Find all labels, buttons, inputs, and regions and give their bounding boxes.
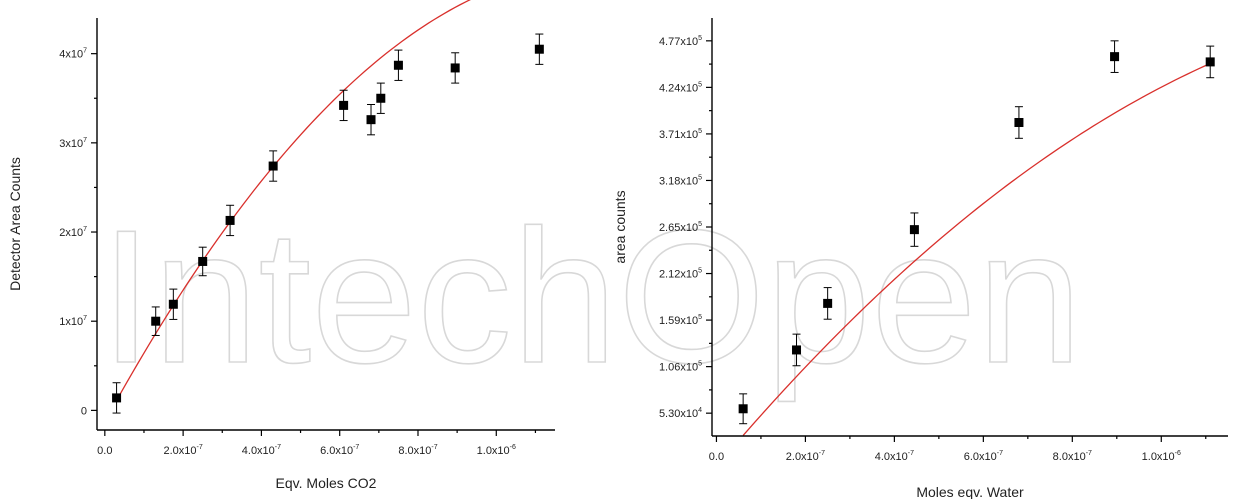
fit-curve: [116, 0, 471, 401]
data-point: [225, 215, 235, 225]
data-point: [792, 345, 802, 355]
y-tick-label: 2x107: [59, 226, 87, 239]
y-tick-label: 4.24x105: [659, 81, 702, 94]
x-tick-label: 1.0x10-6: [477, 444, 516, 457]
x-tick-label: 6.0x10-7: [964, 450, 1003, 463]
x-axis-title: Moles eqv. Water: [916, 484, 1024, 499]
data-point: [534, 44, 544, 54]
x-tick-label: 2.0x10-7: [786, 450, 825, 463]
chart-panel-left: 0.0 2.0x10-7 4.0x10-7 6.0x10-7 8.0x10-7 1.0x1…: [7, 0, 555, 491]
data-point: [376, 93, 386, 103]
data-point: [339, 100, 349, 110]
x-tick-label: 2.0x10-7: [163, 444, 202, 457]
y-tick-label: 3.71x105: [659, 128, 702, 141]
data-point: [268, 161, 278, 171]
data-point: [738, 404, 748, 414]
y-tick-label: 2.65x105: [659, 221, 702, 234]
x-tick-label: 4.0x10-7: [875, 450, 914, 463]
fit-curve: [742, 62, 1211, 436]
x-tick-label: 0.0: [709, 451, 724, 463]
y-axis-title: area counts: [612, 190, 628, 263]
data-point: [1110, 52, 1120, 62]
watermark-text: IntechOpen: [100, 191, 1082, 403]
data-point: [1205, 57, 1215, 67]
data-point: [198, 256, 208, 266]
x-tick-label: 1.0x10-6: [1142, 450, 1181, 463]
y-tick-label: 4x107: [59, 48, 87, 61]
data-point: [393, 60, 403, 70]
data-point: [823, 298, 833, 308]
y-tick-label: 4.77x105: [659, 35, 702, 48]
x-tick-label: 8.0x10-7: [398, 444, 437, 457]
x-tick-label: 6.0x10-7: [320, 444, 359, 457]
chart-panel-right: 0.0 2.0x10-7 4.0x10-7 6.0x10-7 8.0x10-7 1.0x1…: [612, 18, 1228, 499]
data-point: [366, 115, 376, 125]
y-axis-title: Detector Area Counts: [7, 157, 23, 291]
x-tick-label: 8.0x10-7: [1053, 450, 1092, 463]
x-axis-title: Eqv. Moles CO2: [276, 475, 377, 491]
data-point: [112, 393, 122, 403]
data-point: [450, 63, 460, 73]
y-tick-label: 3.18x105: [659, 174, 702, 187]
y-tick-label: 1.59x105: [659, 314, 702, 327]
y-tick-label: 5.30x104: [659, 407, 702, 420]
data-point: [151, 316, 161, 326]
y-tick-label: 3x107: [59, 137, 87, 150]
data-point: [909, 225, 919, 235]
data-point: [1014, 118, 1024, 127]
y-tick-label: 2.12x105: [659, 268, 702, 281]
data-point: [168, 299, 178, 309]
y-tick-label: 1x107: [59, 315, 87, 328]
x-tick-label: 4.0x10-7: [242, 444, 281, 457]
x-tick-label: 0.0: [97, 445, 112, 457]
y-tick-label: 0: [81, 405, 87, 417]
y-tick-label: 1.06x105: [659, 361, 702, 374]
